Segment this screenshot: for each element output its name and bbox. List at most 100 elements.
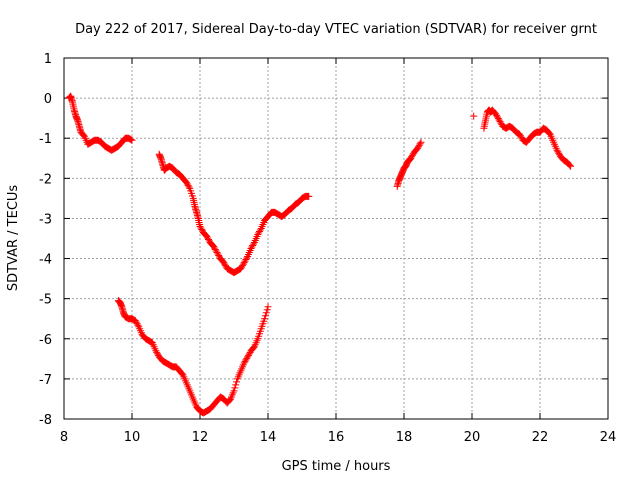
data-point [239,260,247,268]
y-tick-label: -5 [39,293,52,308]
y-tick-label: -7 [39,373,52,388]
data-point [495,116,503,124]
x-tick-label: 20 [464,430,481,445]
data-point [230,387,238,395]
data-point [215,252,223,260]
x-tick-label: 16 [328,430,345,445]
y-tick-label: -4 [39,253,52,268]
data-point [184,181,192,189]
series-arc-4 [393,138,425,190]
data-point [414,144,422,152]
data-point [153,348,161,356]
data-point [553,146,561,154]
data-point [231,384,239,392]
data-point [417,138,425,146]
chart-title: Day 222 of 2017, Sidereal Day-to-day VTE… [75,22,597,37]
data-point [305,192,313,200]
data-point [210,244,218,252]
data-point [409,151,416,159]
data-point [554,148,562,156]
x-tick-label: 10 [124,430,141,445]
x-tick-label: 24 [600,430,617,445]
data-point [516,130,524,138]
data-point [494,113,501,121]
data-point [470,112,478,120]
data-point [214,250,222,258]
data-point [262,309,270,317]
data-point [243,354,251,362]
data-point [221,260,229,268]
x-axis-label: GPS time / hours [282,459,391,474]
data-point [242,256,250,264]
data-point [152,347,160,355]
data-point [408,153,416,161]
data-point [241,257,249,265]
data-point [182,178,190,186]
data-point [254,230,262,238]
data-point [256,227,263,235]
data-point [178,370,186,378]
data-point [226,396,234,404]
data-point [185,183,193,191]
y-axis-label: SDTVAR / TECUs [6,185,21,292]
data-point [233,378,241,386]
data-point [210,243,218,251]
data-point [80,131,88,139]
data-point [198,225,206,233]
data-point [132,318,140,326]
x-tick-label: 14 [260,430,277,445]
data-point [249,242,257,250]
axis-ticks [63,57,609,420]
data-point [545,129,553,137]
data-point [244,351,252,359]
data-point [196,222,204,230]
series-arc-5 [470,106,575,170]
data-point [264,303,272,311]
x-tick-label: 22 [532,430,549,445]
y-tick-label: -8 [39,413,52,428]
data-point [255,229,263,237]
data-point [242,356,250,364]
data-point [407,154,415,162]
data-point [493,112,501,120]
data-point [414,143,422,151]
data-point [248,243,256,251]
data-point [240,259,248,267]
y-tick-label: 0 [44,92,52,107]
x-tick-labels: 8 10 12 14 16 18 20 22 24 [60,430,616,445]
data-point [516,132,524,140]
data-point [154,350,161,358]
data-point [496,118,504,126]
data-point [211,246,219,254]
data-point [416,140,424,148]
y-tick-label: -3 [39,212,52,227]
x-tick-label: 18 [396,430,413,445]
data-point [239,262,246,270]
data-point [237,265,245,273]
data-point [263,306,271,314]
data-point [244,353,252,361]
y-tick-label: 1 [44,52,52,67]
series-arc-3 [114,297,272,417]
data-point [243,254,251,262]
data-point [261,315,269,323]
data-point [183,180,191,188]
x-tick-label: 8 [60,430,68,445]
data-point [250,344,258,352]
data-point [127,136,135,144]
data-point [415,141,423,149]
data-points [65,92,575,417]
data-point [134,321,142,329]
data-point [204,234,212,242]
data-point [566,161,574,169]
data-point [555,149,563,157]
data-point [494,115,502,123]
data-point [247,245,255,253]
data-point [232,381,240,389]
data-point [245,350,253,358]
series-arc-2 [155,150,313,277]
y-tick-label: -1 [39,132,52,147]
x-tick-label: 12 [192,430,209,445]
data-point [212,247,220,255]
